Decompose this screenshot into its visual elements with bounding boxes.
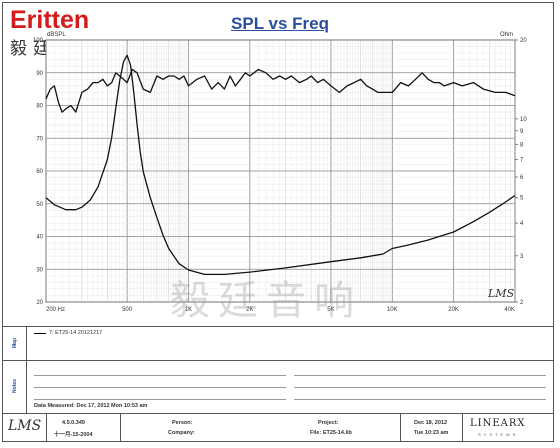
footer-divider — [400, 413, 401, 442]
footer-divider — [462, 413, 463, 442]
x-tick-label: 40K — [504, 307, 515, 313]
y-left-tick-label: 30 — [36, 267, 43, 273]
y-right-tick-label: 8 — [520, 142, 524, 148]
footer-divider — [46, 413, 47, 442]
footer-divider — [120, 413, 121, 442]
y-left-tick-label: 20 — [36, 300, 43, 306]
person-label: Person: — [172, 420, 193, 426]
y-right-tick-label: 4 — [520, 221, 524, 227]
report-time: Tue 10:23 am — [414, 430, 449, 436]
company-label: Company: — [168, 430, 195, 436]
legend: 7: ET25-14 20121217 — [34, 330, 102, 336]
note-line — [34, 387, 286, 388]
grid — [45, 39, 516, 303]
y-right-tick-label: 5 — [520, 196, 524, 202]
y-left-tick-label: 60 — [36, 169, 43, 175]
y-left-tick-label: 70 — [36, 136, 43, 142]
software-version: 4.5.0.349 — [62, 420, 85, 426]
project-label: Project: — [318, 420, 339, 426]
y-right-tick-label: 6 — [520, 175, 524, 181]
y-right-axis-label: Ohm — [500, 32, 513, 38]
x-tick-label: 20K — [448, 307, 459, 313]
note-line — [34, 375, 286, 376]
chart-title: SPL vs Freq — [231, 14, 329, 33]
note-line — [294, 399, 546, 400]
x-tick-label: 200 Hz — [46, 307, 65, 313]
date-measured: Data Measured: Dec 17, 2012 Mon 10:53 am — [34, 403, 148, 409]
y-left-tick-label: 90 — [36, 71, 43, 77]
x-tick-label: 1K — [185, 307, 192, 313]
y-left-tick-label: 80 — [36, 104, 43, 110]
x-tick-label: 5K — [327, 307, 334, 313]
legend-entry: 7: ET25-14 20121217 — [49, 330, 103, 336]
software-build-date: 十一月-15-2004 — [54, 432, 93, 438]
y-right-tick-label: 9 — [520, 129, 524, 135]
y-left-axis-label: dBSPL — [47, 32, 66, 38]
x-tick-label: 2K — [246, 307, 253, 313]
spl-curve — [45, 68, 516, 113]
watermark-text: 毅廷音响 — [170, 278, 362, 324]
lms-chart-mark: LMS — [487, 287, 515, 300]
x-tick-label: 500 — [122, 307, 133, 313]
lms-logo: LMS — [8, 418, 42, 434]
y-right-tick-label: 7 — [520, 157, 524, 163]
linearx-logo: LINEARX — [470, 418, 526, 429]
y-left-tick-label: 50 — [36, 202, 43, 208]
y-right-tick-label: 2 — [520, 300, 524, 306]
brand-name: Eritten — [10, 6, 90, 34]
map-panel — [2, 326, 554, 361]
x-tick-label: 10K — [387, 307, 398, 313]
file-name: File: ET25-14.lib — [310, 430, 352, 436]
impedance-curve — [45, 54, 516, 276]
y-left-tick-label: 100 — [33, 38, 44, 44]
legend-line-swatch — [34, 332, 46, 334]
y-right-tick-label: 20 — [520, 38, 527, 44]
map-label: Map — [3, 326, 27, 359]
linearx-logo-subtitle: SYSTEMS — [478, 432, 519, 437]
note-line — [294, 375, 546, 376]
y-left-tick-label: 40 — [36, 235, 43, 241]
y-right-tick-label: 10 — [520, 117, 527, 123]
report-date: Dec 18, 2012 — [414, 420, 448, 426]
notes-label: Notes — [3, 359, 27, 413]
note-line — [294, 387, 546, 388]
y-right-tick-label: 3 — [520, 254, 524, 260]
note-line — [34, 399, 286, 400]
notes-panel — [2, 359, 554, 414]
